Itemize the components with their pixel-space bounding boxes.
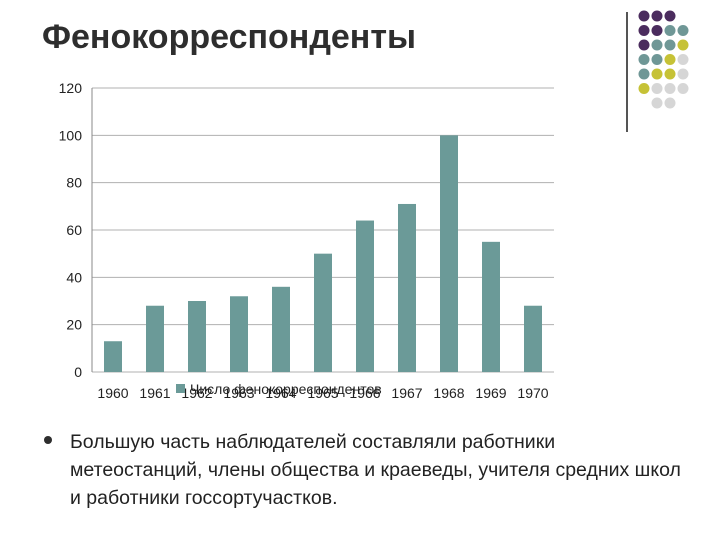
bar-1965 — [314, 253, 332, 372]
decor-dot — [677, 25, 689, 36]
bar-1961 — [146, 305, 164, 372]
bar-1963 — [230, 296, 248, 372]
bullet-item: Большую часть наблюдателей составляли ра… — [44, 428, 684, 512]
decor-dot — [638, 25, 650, 36]
y-tick-label: 80 — [66, 175, 82, 191]
x-tick-label: 1969 — [475, 385, 506, 401]
x-tick-label: 1962 — [181, 385, 212, 401]
x-tick-label: 1964 — [265, 385, 296, 401]
bullet-text: Большую часть наблюдателей составляли ра… — [70, 431, 681, 509]
x-tick-label: 1966 — [349, 385, 380, 401]
x-tick-label: 1967 — [391, 385, 422, 401]
bullet-icon — [44, 436, 52, 444]
decor-dot — [638, 39, 650, 51]
bar-1970 — [524, 305, 542, 372]
decor-dot — [677, 68, 689, 80]
x-tick-label: 1970 — [517, 385, 548, 401]
decor-dot — [664, 68, 676, 80]
y-tick-label: 0 — [74, 364, 82, 380]
decor-dot — [664, 10, 676, 22]
bar-1962 — [188, 301, 206, 372]
decor-dot — [651, 10, 663, 22]
bar-1968 — [440, 135, 458, 372]
decor-dot — [638, 68, 650, 80]
bar-chart: 0 20 40 60 80 100 120 1960 1961 1962 1963 1964 1965 1… — [59, 80, 554, 401]
decor-dot — [638, 83, 650, 94]
x-tick-label: 1965 — [307, 385, 338, 401]
x-tick-label: 1963 — [223, 385, 254, 401]
decor-dot — [651, 25, 663, 36]
x-tick-label: 1960 — [97, 385, 128, 401]
y-tick-label: 100 — [59, 127, 83, 143]
y-tick-label: 60 — [66, 222, 82, 238]
y-tick-label: 40 — [66, 269, 82, 285]
decor-dot — [638, 54, 650, 65]
decor-dot — [664, 39, 676, 51]
y-tick-label: 20 — [66, 317, 82, 333]
bar-1967 — [398, 203, 416, 372]
decor-dot — [651, 54, 663, 65]
decor-dot — [651, 39, 663, 51]
slide-title: Фенокорреспонденты — [42, 18, 417, 56]
divider-line — [626, 12, 628, 132]
decorative-dot-grid — [638, 10, 689, 109]
decor-dot — [651, 83, 663, 94]
legend-label: Число фенокорреспондентов — [190, 381, 382, 397]
decor-dot — [664, 25, 676, 36]
bar-1964 — [272, 286, 290, 372]
decor-dot — [677, 54, 689, 65]
legend-swatch — [176, 384, 185, 393]
x-tick-label: 1968 — [433, 385, 464, 401]
decor-dot — [677, 83, 689, 94]
decor-dot — [664, 83, 676, 94]
decor-dot — [651, 97, 663, 109]
decor-dot — [664, 54, 676, 65]
decor-dot — [664, 97, 676, 109]
bar-1960 — [104, 341, 122, 372]
y-tick-label: 120 — [59, 80, 83, 96]
bar-1966 — [356, 220, 374, 372]
decor-dot — [651, 68, 663, 80]
decor-dot — [677, 39, 689, 51]
decor-dot — [638, 10, 650, 22]
bar-1969 — [482, 241, 500, 372]
x-tick-label: 1961 — [139, 385, 170, 401]
